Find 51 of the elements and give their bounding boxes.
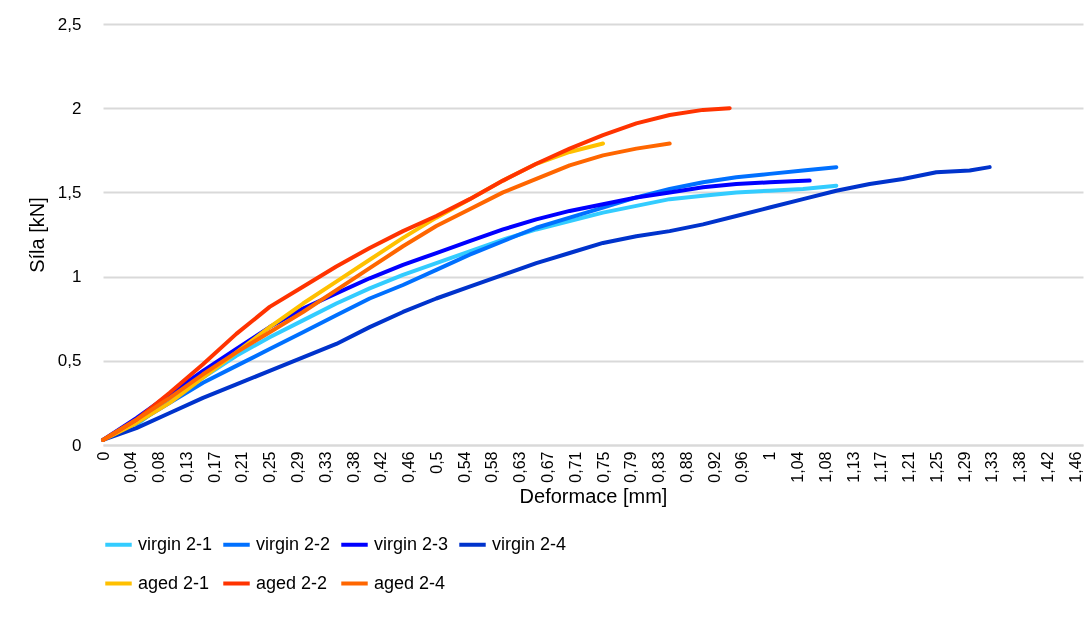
x-tick-label: 1,17	[872, 451, 890, 483]
x-tick-label: 0,38	[344, 451, 362, 483]
x-tick-label: 1,08	[816, 451, 834, 483]
y-tick-label: 1,5	[57, 182, 82, 202]
x-tick-label: 0	[94, 451, 112, 461]
y-tick-label: 0,5	[57, 351, 82, 371]
x-tick-label: 0,5	[427, 451, 445, 474]
x-tick-label: 0,29	[288, 451, 306, 483]
x-tick-label: 0,33	[316, 451, 334, 483]
x-tick-label: 1,13	[844, 451, 862, 483]
line-series	[101, 165, 992, 442]
legend-label: virgin 2-4	[492, 533, 567, 554]
x-tick-label: 0,04	[122, 451, 140, 483]
y-axis-title: Síla [kN]	[25, 197, 48, 273]
x-tick-label: 0,79	[622, 451, 640, 483]
x-tick-label: 1,25	[927, 451, 945, 483]
x-tick-label: 1,33	[983, 451, 1001, 483]
x-tick-label: 1,29	[955, 451, 973, 483]
x-tick-label: 1,04	[788, 451, 806, 483]
legend-label: virgin 2-1	[138, 533, 213, 554]
legend-label: aged 2-2	[256, 572, 328, 593]
y-tick-label: 1	[72, 267, 82, 287]
x-tick-label: 1,38	[1011, 451, 1029, 483]
x-tick-label: 0,17	[205, 451, 223, 483]
x-tick-label: 0,88	[677, 451, 695, 483]
legend-label: aged 2-4	[374, 572, 446, 593]
x-tick-label: 0,25	[261, 451, 279, 483]
x-tick-label: 1,46	[1066, 451, 1084, 483]
x-tick-label: 0,75	[594, 451, 612, 483]
x-tick-label: 0,67	[538, 451, 556, 483]
x-tick-label: 0,92	[705, 451, 723, 483]
x-tick-label: 0,83	[650, 451, 668, 483]
x-tick-label: 0,13	[177, 451, 195, 483]
x-axis-title: Deformace [mm]	[519, 484, 668, 507]
x-tick-label: 0,63	[511, 451, 529, 483]
x-tick-label: 0,96	[733, 451, 751, 483]
y-tick-label: 2,5	[57, 14, 82, 34]
x-tick-label: 0,71	[566, 451, 584, 483]
x-tick-label: 1,21	[900, 451, 918, 483]
y-tick-label: 2	[72, 98, 82, 118]
legend-label: aged 2-1	[138, 572, 210, 593]
x-tick-label: 0,58	[483, 451, 501, 483]
legend-label: virgin 2-3	[374, 533, 449, 554]
x-tick-label: 1	[761, 451, 779, 461]
x-tick-label: 1,42	[1038, 451, 1056, 483]
x-tick-label: 0,21	[233, 451, 251, 483]
x-tick-label: 0,42	[372, 451, 390, 483]
x-tick-label: 0,46	[400, 451, 418, 483]
x-tick-label: 0,54	[455, 451, 473, 483]
x-tick-label: 0,08	[150, 451, 168, 483]
legend-label: virgin 2-2	[256, 533, 331, 554]
